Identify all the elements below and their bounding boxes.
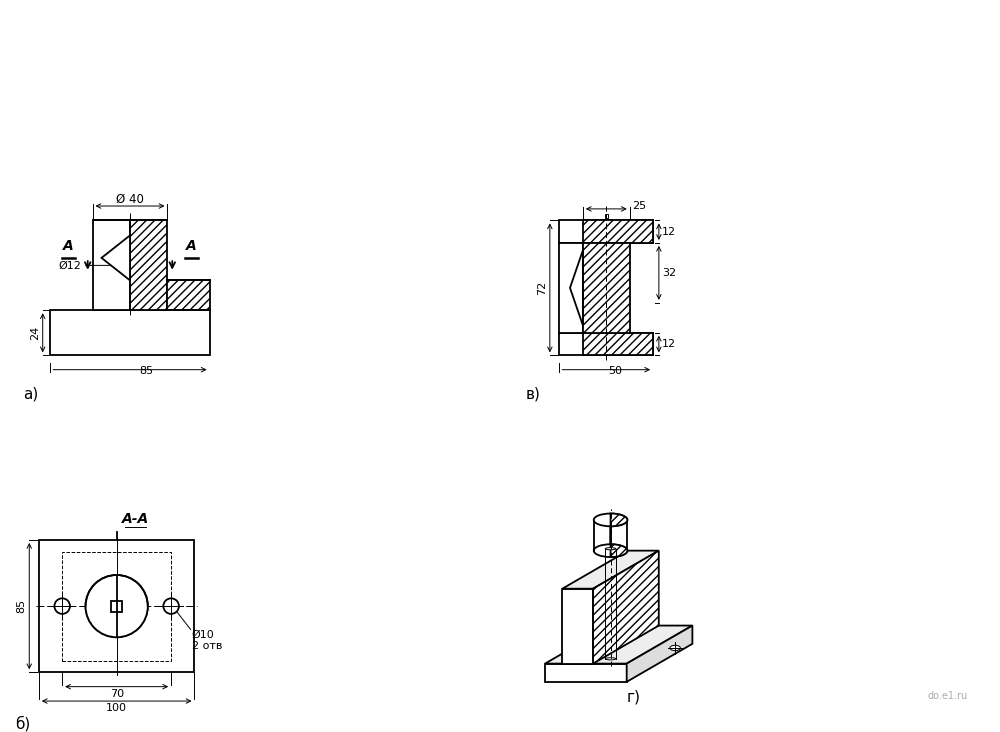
Text: а): а) — [23, 386, 39, 401]
Ellipse shape — [594, 545, 627, 557]
Text: do.e1.ru: do.e1.ru — [927, 691, 968, 701]
Polygon shape — [86, 606, 148, 638]
Text: 85: 85 — [16, 599, 26, 613]
Text: г): г) — [627, 690, 641, 704]
Bar — [93, 220, 130, 310]
Bar — [583, 243, 630, 333]
Ellipse shape — [605, 548, 616, 550]
Bar — [583, 333, 653, 355]
Circle shape — [86, 575, 148, 638]
Bar — [39, 540, 194, 672]
Text: 12: 12 — [662, 339, 676, 349]
Bar — [559, 243, 583, 333]
Text: 25: 25 — [633, 201, 647, 211]
Polygon shape — [570, 250, 583, 325]
Text: 2 отв: 2 отв — [192, 641, 222, 651]
Text: б): б) — [15, 715, 30, 731]
Text: 50: 50 — [609, 366, 623, 376]
Bar — [62, 552, 171, 660]
Text: A-A: A-A — [122, 512, 149, 526]
Bar — [583, 220, 653, 243]
Bar — [50, 310, 210, 355]
Polygon shape — [102, 236, 130, 280]
Text: A: A — [186, 239, 197, 253]
Text: 12: 12 — [662, 227, 676, 236]
Text: Ø12: Ø12 — [59, 261, 81, 270]
Polygon shape — [562, 550, 659, 589]
Bar — [562, 589, 593, 664]
Text: A: A — [63, 239, 74, 253]
Ellipse shape — [670, 646, 680, 651]
Bar — [545, 664, 627, 681]
Text: Ø10: Ø10 — [192, 630, 214, 640]
Bar — [559, 333, 653, 355]
Circle shape — [54, 598, 70, 614]
Text: 70: 70 — [110, 689, 124, 698]
Text: 32: 32 — [662, 268, 676, 278]
Polygon shape — [593, 550, 659, 664]
Bar — [605, 214, 608, 217]
Polygon shape — [627, 626, 692, 681]
Text: Ø 40: Ø 40 — [116, 193, 144, 206]
Text: в): в) — [526, 386, 541, 401]
Bar — [559, 220, 653, 243]
Bar — [130, 220, 167, 310]
Ellipse shape — [605, 658, 616, 660]
Ellipse shape — [594, 514, 627, 526]
Bar — [167, 280, 210, 310]
Text: 72: 72 — [537, 281, 547, 295]
Text: 24: 24 — [30, 326, 40, 340]
Bar — [111, 601, 122, 611]
Circle shape — [163, 598, 179, 614]
Polygon shape — [611, 514, 627, 557]
Text: 100: 100 — [106, 703, 127, 713]
Text: 85: 85 — [139, 366, 153, 376]
Polygon shape — [545, 626, 692, 664]
